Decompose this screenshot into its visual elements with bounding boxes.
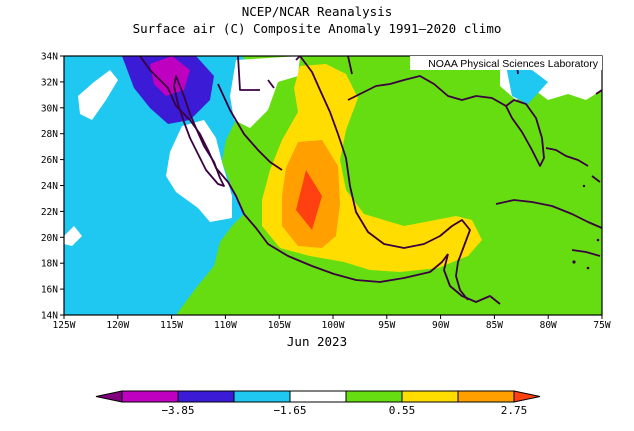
lat-label: 14N [41, 311, 58, 322]
map-subtitle: Surface air (C) Composite Anomaly 1991–2… [132, 21, 502, 36]
longitude-axis: 125W 120W 115W 110W 105W 100W 95W 90W 85W 80W 75W [53, 315, 611, 331]
lon-label: 110W [214, 320, 237, 331]
colorbar-cell [289, 390, 347, 403]
lat-label: 20N [41, 233, 58, 244]
lon-label: 100W [322, 320, 345, 331]
lon-label: 120W [106, 320, 129, 331]
lat-label: 22N [41, 207, 58, 218]
lon-label: 75W [593, 320, 610, 331]
lat-label: 26N [41, 155, 58, 166]
lat-label: 28N [41, 129, 58, 140]
colorbar-label: 0.55 [389, 404, 416, 417]
lat-label: 18N [41, 259, 58, 270]
map-title: NCEP/NCAR Reanalysis [241, 4, 393, 19]
month-label: Jun 2023 [286, 334, 348, 349]
lat-label: 30N [41, 103, 58, 114]
anomaly-band-white-west [64, 226, 82, 246]
islands [572, 184, 600, 270]
anomaly-band-cyan-ne [506, 66, 548, 104]
credit-label: NOAA Physical Sciences Laboratory [428, 58, 599, 70]
lon-label: 115W [160, 320, 183, 331]
credit-box [410, 56, 602, 70]
colorbar-label: −1.65 [273, 404, 306, 417]
colorbar-cell [513, 390, 541, 403]
colorbar-label: 2.75 [501, 404, 528, 417]
lon-label: 105W [268, 320, 291, 331]
lat-label: 24N [41, 181, 58, 192]
colorbar-cell [121, 390, 179, 403]
lon-label: 90W [432, 320, 449, 331]
colorbar-label: −3.85 [161, 404, 194, 417]
lat-label: 32N [41, 77, 58, 88]
colorbar-cell [233, 390, 291, 403]
colorbar-cell [401, 390, 459, 403]
colorbar-cell [177, 390, 235, 403]
latitude-axis: 34N 32N 30N 28N 26N 24N 22N 20N 18N 16N 14N [41, 52, 64, 322]
lon-label: 125W [53, 320, 76, 331]
colorbar: −3.85 −1.65 0.55 2.75 [95, 390, 541, 417]
anomaly-band-cyan [64, 56, 262, 315]
anomaly-band-white-nw [78, 70, 118, 120]
colorbar-cell [457, 390, 515, 403]
lat-label: 34N [41, 52, 58, 63]
lon-label: 80W [540, 320, 557, 331]
coastlines [139, 56, 602, 305]
colorbar-cell [345, 390, 403, 403]
colorbar-cell [95, 390, 123, 403]
anomaly-fill [64, 56, 602, 315]
lon-label: 85W [486, 320, 503, 331]
anomaly-band-white-baja [166, 120, 232, 222]
anomaly-band-white-north [230, 56, 300, 128]
lat-label: 16N [41, 285, 58, 296]
anomaly-band-red [296, 170, 322, 230]
lon-label: 95W [378, 320, 395, 331]
